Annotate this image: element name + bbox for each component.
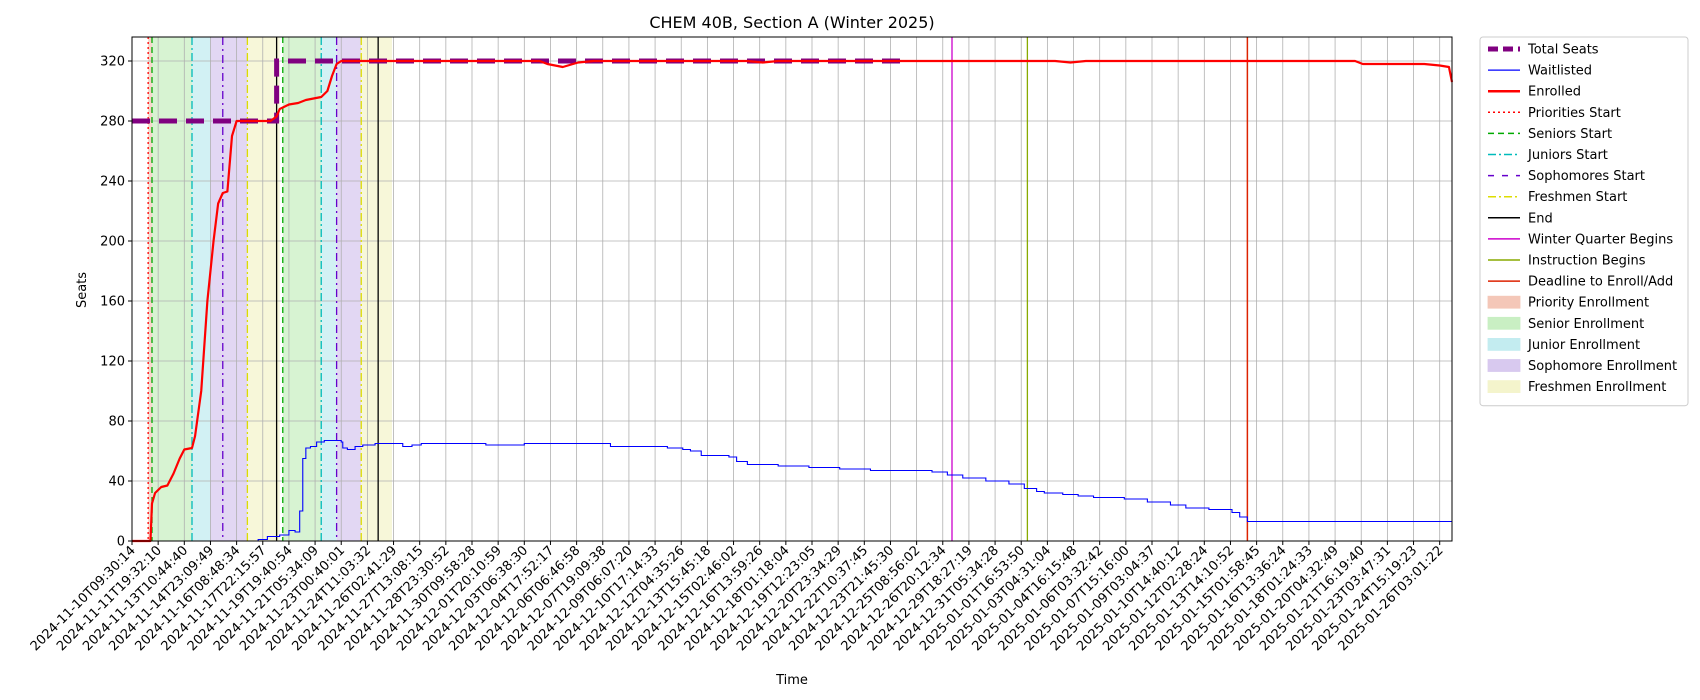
shaded-period-4 [247, 37, 280, 541]
y-tick-label-2: 80 [108, 415, 125, 430]
shaded-period-3 [210, 37, 248, 541]
legend-label-junior-enrollment: Junior Enrollment [1527, 338, 1640, 353]
chart-title: CHEM 40B, Section A (Winter 2025) [649, 13, 934, 32]
legend-swatch-priority-enrollment [1487, 295, 1521, 309]
legend-swatch-sophomore-enrollment [1487, 359, 1521, 372]
legend-label-sophomores-start: Sophomores Start [1528, 169, 1645, 184]
shaded-period-2 [192, 37, 211, 541]
legend-label-instruction-begins: Instruction Begins [1528, 254, 1646, 269]
legend-label-priority-enrollment: Priority Enrollment [1528, 296, 1649, 311]
legend-label-freshmen-start: Freshmen Start [1528, 190, 1627, 205]
x-axis-label: Time [775, 673, 808, 688]
legend-label-priorities-start: Priorities Start [1528, 106, 1621, 121]
legend-swatch-senior-enrollment [1487, 316, 1521, 330]
waitlisted-series-line [132, 439, 1452, 542]
y-axis-ticks: 0 40 80 120 160 200 240 280 320 [100, 55, 132, 550]
y-tick-label-1: 40 [108, 475, 125, 490]
legend-label-waitlisted: Waitlisted [1528, 64, 1592, 79]
grid-lines [131, 37, 1452, 542]
plot-frame [131, 36, 1453, 542]
y-tick-label-8: 320 [100, 55, 125, 70]
enrolled-series-line [132, 59, 1454, 543]
legend-swatch-junior-enrollment [1487, 337, 1521, 351]
shaded-period-6 [321, 37, 337, 541]
y-tick-label-5: 200 [100, 235, 125, 250]
data-series [132, 58, 1454, 543]
legend-label-total-seats: Total Seats [1527, 43, 1599, 58]
legend-label-deadline-to-enroll-add: Deadline to Enroll/Add [1528, 275, 1673, 290]
y-tick-label-7: 280 [100, 115, 125, 130]
x-axis-ticks: 2024-11-10T09:30:142024-11-11T19:32:1020… [28, 541, 1447, 654]
legend-label-winter-quarter-begins: Winter Quarter Begins [1528, 232, 1673, 247]
legend-label-freshmen-enrollment: Freshmen Enrollment [1528, 380, 1666, 395]
legend-box [1479, 36, 1689, 407]
y-axis-label: Seats [75, 272, 90, 308]
legend-label-seniors-start: Seniors Start [1528, 127, 1612, 142]
legend-label-end: End [1528, 211, 1553, 226]
shaded-period-8 [361, 37, 392, 541]
event-lines [147, 37, 1249, 541]
y-tick-label-6: 240 [100, 175, 125, 190]
y-tick-label-3: 120 [100, 355, 125, 370]
shaded-period-0 [148, 37, 152, 541]
shaded-period-7 [336, 37, 362, 541]
legend-label-enrolled: Enrolled [1528, 85, 1581, 100]
legend-label-juniors-start: Juniors Start [1527, 148, 1608, 163]
y-tick-label-0: 0 [117, 535, 125, 550]
legend-swatch-freshmen-enrollment [1487, 380, 1521, 394]
legend-label-sophomore-enrollment: Sophomore Enrollment [1528, 359, 1677, 374]
enrollment-period-shading [148, 37, 392, 541]
chart-legend: Total Seats Waitlisted Enrolled Priorities … [1479, 36, 1689, 407]
legend-label-senior-enrollment: Senior Enrollment [1528, 317, 1644, 332]
y-tick-label-4: 160 [100, 295, 125, 310]
